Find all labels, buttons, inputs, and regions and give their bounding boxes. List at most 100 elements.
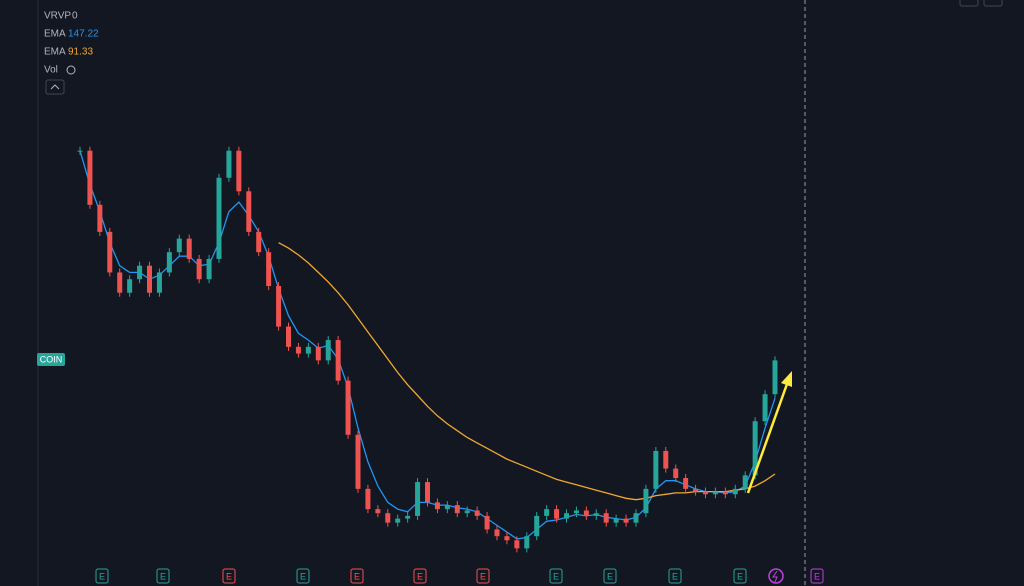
candle-body <box>415 482 421 516</box>
toolbar-button[interactable] <box>983 0 1003 7</box>
candle-body <box>742 475 748 489</box>
collapse-button[interactable] <box>45 79 65 95</box>
legend-name: Vol <box>44 65 58 76</box>
candle-body <box>425 482 430 503</box>
candle-body <box>494 529 500 537</box>
candle-body <box>444 505 450 510</box>
event-marker <box>603 568 617 584</box>
event-label: E <box>553 571 559 581</box>
candle-body <box>613 518 619 523</box>
candle-body <box>276 285 282 327</box>
visibility-icon <box>66 65 76 75</box>
candle-body <box>484 515 490 530</box>
legend-value: 0 <box>72 11 78 22</box>
candle-body <box>603 513 609 523</box>
candle-body <box>315 346 321 361</box>
event-label: E <box>814 571 820 581</box>
legend-value: 147.22 <box>68 29 99 40</box>
candle-body <box>434 502 440 510</box>
candle-body <box>703 491 708 495</box>
event-marker <box>156 568 170 584</box>
candle-body <box>216 177 222 259</box>
candle-body <box>772 360 778 395</box>
candle-body <box>166 252 172 273</box>
event-label: E <box>160 571 166 581</box>
candle-body <box>583 510 589 516</box>
candle-body <box>663 450 669 469</box>
event-marker <box>95 568 109 584</box>
candle-body <box>355 434 361 489</box>
event-label: E <box>417 571 423 581</box>
toolbar-button[interactable] <box>959 0 979 7</box>
symbol-tag <box>37 353 65 366</box>
candle-body <box>593 513 599 516</box>
event-marker <box>350 568 364 584</box>
candle-body <box>693 488 699 492</box>
event-label: E <box>300 571 306 581</box>
candle-body <box>236 150 242 192</box>
candle-body <box>454 505 460 514</box>
event-marker <box>222 568 236 584</box>
candle-body <box>653 450 659 489</box>
dividend-icon <box>768 568 784 584</box>
candle-body <box>464 510 470 514</box>
annotation-arrowhead <box>781 371 792 387</box>
candle-body <box>385 513 391 523</box>
event-label: E <box>226 571 232 581</box>
candle-body <box>117 272 123 293</box>
event-marker <box>668 568 682 584</box>
candle-body <box>673 468 679 479</box>
legend-name: EMA <box>44 47 66 58</box>
candle-body <box>504 536 510 541</box>
candle-body <box>305 346 311 354</box>
candle-body <box>186 238 192 259</box>
event-marker <box>549 568 563 584</box>
candle-body <box>534 515 540 537</box>
candle-body <box>732 488 738 495</box>
event-label: E <box>99 571 105 581</box>
candle-body <box>295 346 301 354</box>
event-label: E <box>354 571 360 581</box>
candle-body <box>405 515 411 519</box>
candle-body <box>564 513 569 519</box>
collapse-icon <box>50 84 60 90</box>
candle-body <box>365 488 371 510</box>
event-label: E <box>607 571 613 581</box>
candle-body <box>127 279 133 293</box>
dividend-icon-bolt <box>772 570 778 583</box>
event-label: E <box>672 571 678 581</box>
event-marker <box>413 568 427 584</box>
candle-body <box>77 150 83 152</box>
candle-body <box>325 340 331 361</box>
candle-body <box>573 510 579 514</box>
candle-body <box>752 421 758 476</box>
event-marker <box>296 568 310 584</box>
event-marker <box>733 568 747 584</box>
candle-body <box>196 258 202 280</box>
candle-body <box>206 258 212 280</box>
candle-body <box>156 272 162 293</box>
candle-body <box>395 518 401 523</box>
candle-body <box>137 265 143 280</box>
event-label: E <box>737 571 743 581</box>
candle-body <box>97 204 103 232</box>
candle-body <box>722 491 728 495</box>
candle-body <box>762 394 768 422</box>
candle-body <box>643 488 649 514</box>
legend-name: VRVP <box>44 11 71 22</box>
legend-name: EMA <box>44 29 66 40</box>
candles <box>77 146 778 553</box>
candle-body <box>246 191 252 232</box>
candle-body <box>256 231 262 253</box>
candle-body <box>226 150 232 178</box>
candle-body <box>544 509 550 516</box>
candle-body <box>147 265 152 293</box>
candle-body <box>176 238 182 253</box>
candle-body <box>683 478 689 489</box>
event-marker <box>810 568 824 584</box>
